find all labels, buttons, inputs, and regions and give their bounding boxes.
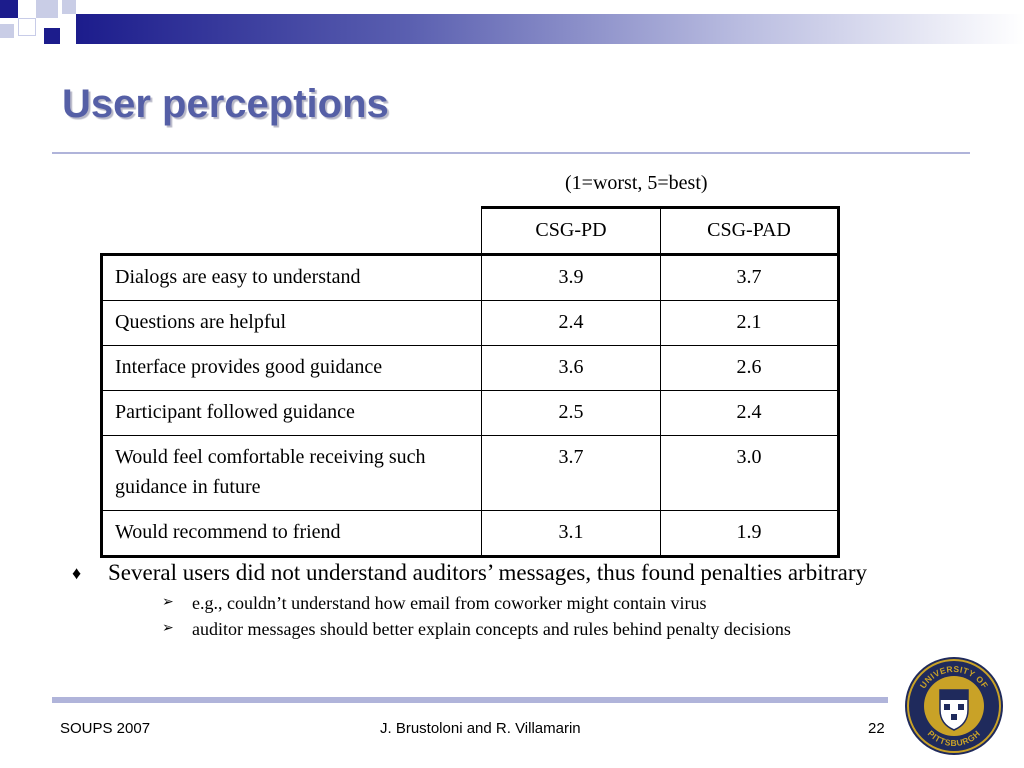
title-divider (52, 152, 970, 154)
csg-pad-value: 2.1 (660, 300, 840, 346)
bullet-main: ♦ Several users did not understand audit… (70, 560, 900, 640)
column-header-csg-pad: CSG-PAD (660, 206, 840, 256)
csg-pd-value: 3.7 (481, 435, 661, 511)
scale-note: (1=worst, 5=best) (565, 172, 708, 194)
footer-authors: J. Brustoloni and R. Villamarin (380, 720, 581, 737)
row-label: Questions are helpful (100, 300, 482, 346)
table-row: Dialogs are easy to understand 3.9 3.7 (100, 254, 840, 301)
slide-title: User perceptions (62, 82, 389, 126)
table-row: Would feel comfortable receiving such gu… (100, 435, 840, 511)
sub-bullet-text: e.g., couldn’t understand how email from… (192, 593, 707, 613)
bullet-main-text: Several users did not understand auditor… (108, 560, 868, 585)
table-row: Participant followed guidance 2.5 2.4 (100, 390, 840, 436)
row-label: Would recommend to friend (100, 510, 482, 558)
footer-divider (52, 697, 888, 703)
table-header-row: CSG-PD CSG-PAD (101, 206, 840, 256)
csg-pd-value: 3.6 (481, 345, 661, 391)
sub-bullet: ➢ e.g., couldn’t understand how email fr… (108, 592, 900, 614)
footer-conference: SOUPS 2007 (60, 720, 151, 737)
csg-pad-value: 1.9 (660, 510, 840, 558)
table-row: Questions are helpful 2.4 2.1 (100, 300, 840, 346)
row-label: Participant followed guidance (100, 390, 482, 436)
bullet-list: ♦ Several users did not understand audit… (70, 560, 900, 644)
decor-square (0, 24, 14, 38)
csg-pad-value: 3.0 (660, 435, 840, 511)
column-header-csg-pd: CSG-PD (481, 206, 661, 256)
decor-square (0, 0, 18, 18)
university-seal-logo: UNIVERSITY OF PITTSBURGH (905, 657, 1003, 755)
table-corner-cell (101, 207, 482, 256)
row-label: Interface provides good guidance (100, 345, 482, 391)
csg-pad-value: 3.7 (660, 254, 840, 301)
sub-bullet-list: ➢ e.g., couldn’t understand how email fr… (108, 592, 900, 640)
arrow-bullet-icon: ➢ (162, 595, 174, 610)
row-label: Dialogs are easy to understand (100, 254, 482, 301)
row-label: Would feel comfortable receiving such gu… (100, 435, 482, 511)
diamond-bullet-icon: ♦ (72, 563, 82, 583)
arrow-bullet-icon: ➢ (162, 621, 174, 636)
decor-square (18, 18, 36, 36)
decor-square (36, 0, 58, 18)
table-row: Interface provides good guidance 3.6 2.6 (100, 345, 840, 391)
header-gradient-band (76, 14, 1024, 44)
footer-page-number: 22 (868, 720, 885, 737)
csg-pad-value: 2.4 (660, 390, 840, 436)
sub-bullet: ➢ auditor messages should better explain… (108, 618, 900, 640)
ratings-table: CSG-PD CSG-PAD Dialogs are easy to under… (100, 206, 840, 558)
decor-square (62, 0, 76, 14)
csg-pd-value: 3.9 (481, 254, 661, 301)
csg-pd-value: 3.1 (481, 510, 661, 558)
sub-bullet-text: auditor messages should better explain c… (192, 619, 791, 639)
decor-square (44, 28, 60, 44)
table-row: Would recommend to friend 3.1 1.9 (100, 510, 840, 558)
csg-pad-value: 2.6 (660, 345, 840, 391)
csg-pd-value: 2.4 (481, 300, 661, 346)
csg-pd-value: 2.5 (481, 390, 661, 436)
